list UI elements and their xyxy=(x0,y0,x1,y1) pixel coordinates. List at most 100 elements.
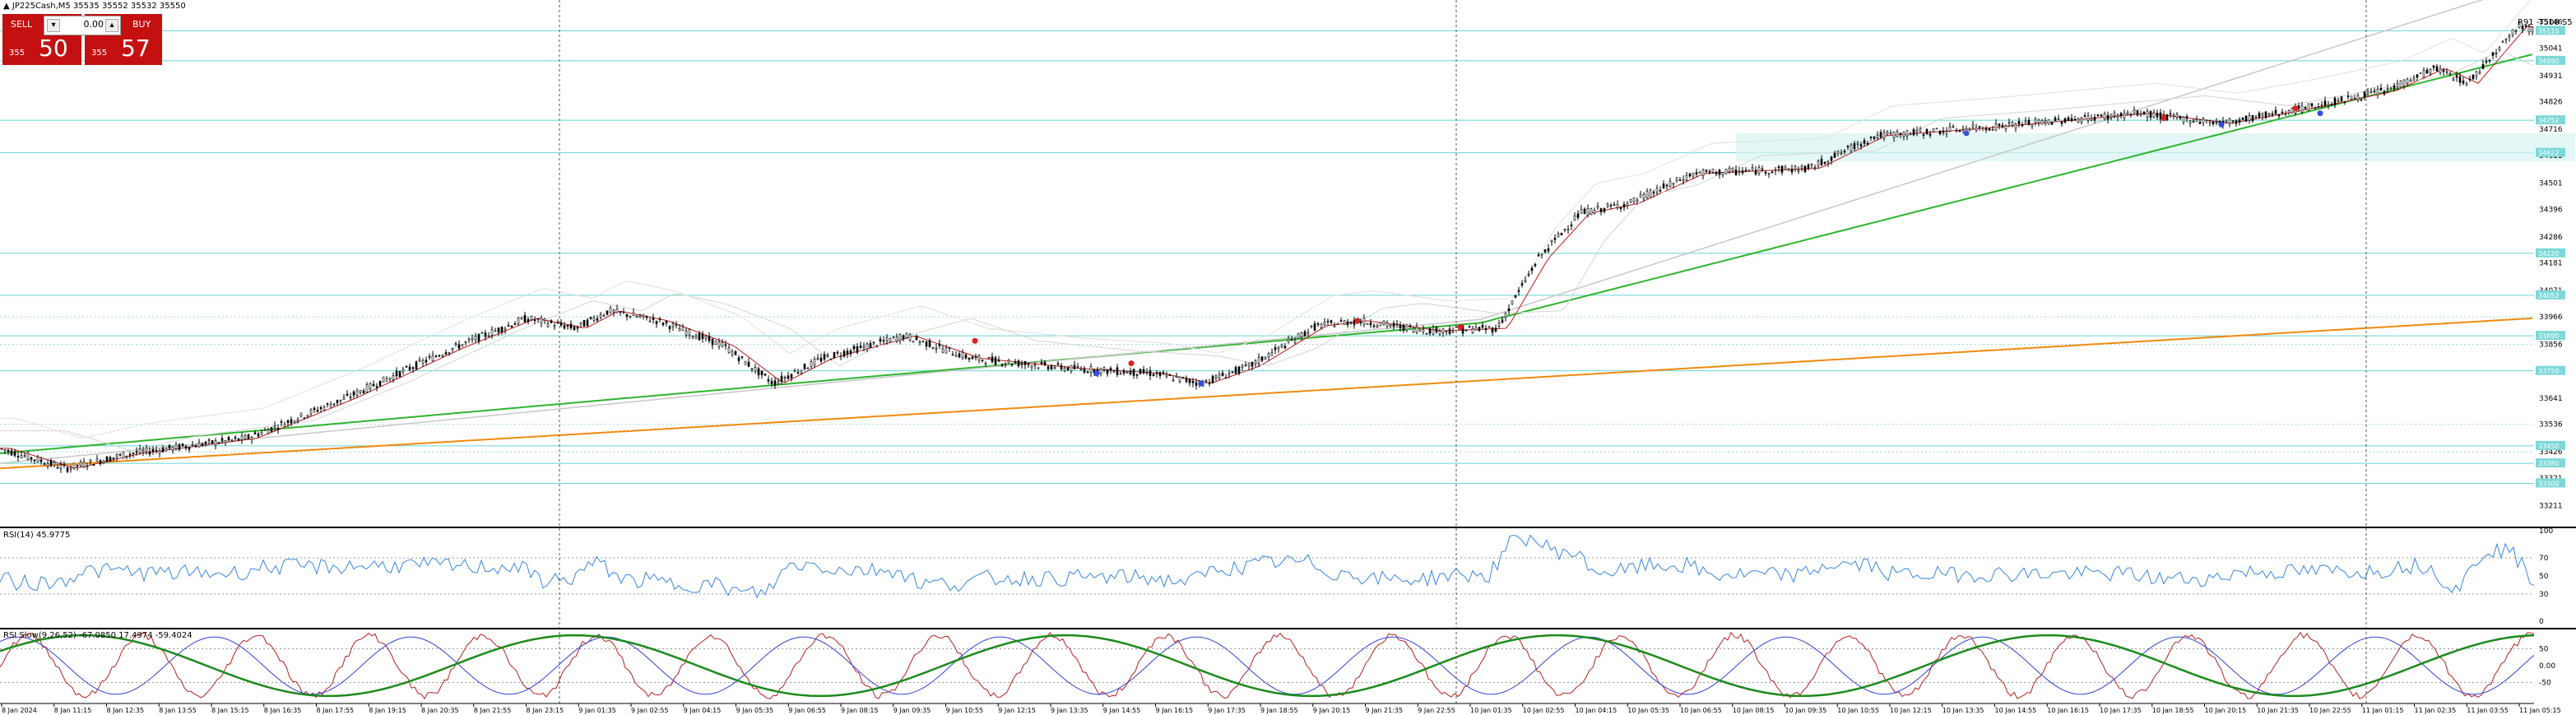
candle-body xyxy=(2409,80,2412,82)
candle-body xyxy=(731,351,734,355)
candle-body xyxy=(1181,377,1185,378)
candle-body xyxy=(2050,122,2054,125)
candle-body xyxy=(2047,119,2050,125)
candle-body xyxy=(444,352,448,355)
candle-body xyxy=(1688,174,1692,177)
candle-body xyxy=(1102,367,1106,370)
time-tick-label: 10 Jan 10:55 xyxy=(1837,707,1879,714)
candle-body xyxy=(2077,118,2080,123)
candle-body xyxy=(1185,378,1188,382)
candle-body xyxy=(915,336,918,341)
candle-body xyxy=(1757,167,1761,174)
candle-body xyxy=(1863,140,1866,144)
candle-body xyxy=(714,340,717,346)
candle-body xyxy=(1777,166,1780,169)
candle-body xyxy=(941,348,945,353)
candle-body xyxy=(1040,362,1043,364)
time-tick-label: 11 Jan 01:15 xyxy=(2362,707,2404,714)
candle-body xyxy=(1425,333,1428,335)
candle-body xyxy=(1234,367,1237,374)
candle-body xyxy=(1244,364,1247,366)
candle-body xyxy=(1675,177,1678,181)
candle-body xyxy=(1307,332,1310,335)
candle-body xyxy=(46,463,49,467)
candle-body xyxy=(645,315,648,318)
price-tick-label: 34501 xyxy=(2539,179,2563,188)
candle-body xyxy=(931,347,935,350)
stoch-panel: 50 0.00 -50 xyxy=(0,631,2555,700)
candle-body xyxy=(2133,109,2136,114)
candle-body xyxy=(1751,167,1754,169)
candle-body xyxy=(1494,327,1497,332)
candle-body xyxy=(852,346,856,350)
candle-body xyxy=(717,341,721,347)
candle-body xyxy=(1698,172,1701,174)
candle-body xyxy=(428,356,431,358)
candle-body xyxy=(2208,121,2212,123)
candle-body xyxy=(1662,183,1665,188)
candle-body xyxy=(197,442,201,448)
candle-body xyxy=(1718,169,1721,175)
highlight-zone xyxy=(1736,133,2575,161)
signal-dot xyxy=(1093,370,1100,377)
candle-body xyxy=(1912,129,1915,136)
candle-body xyxy=(2340,96,2343,102)
candle-body xyxy=(303,417,306,419)
candle-body xyxy=(2185,116,2188,119)
candle-body xyxy=(1527,273,1530,276)
panel-separator-rsi[interactable] xyxy=(0,527,2576,528)
candle-body xyxy=(1968,128,1971,131)
level-price-tag-label: 33750 xyxy=(2538,368,2559,375)
candle-body xyxy=(1866,142,1869,145)
candle-body xyxy=(33,459,36,462)
candle-body xyxy=(2458,77,2462,83)
price-tick-label: 33856 xyxy=(2539,341,2563,349)
candle-body xyxy=(925,341,928,347)
candle-body xyxy=(800,369,803,374)
candle-body xyxy=(441,355,444,357)
lot-decrease-button[interactable]: ▾ xyxy=(47,19,60,32)
candle-body xyxy=(2518,22,2521,28)
candle-body xyxy=(688,328,691,336)
candle-body xyxy=(1645,191,1649,198)
candle-body xyxy=(471,338,474,341)
candle-body xyxy=(1547,248,1550,252)
price-tick-label: 33211 xyxy=(2539,503,2563,511)
candle-body xyxy=(2267,114,2271,116)
candle-body xyxy=(1376,325,1379,327)
candle-body xyxy=(2527,26,2531,33)
candle-body xyxy=(1672,183,1675,185)
candle-body xyxy=(1392,323,1395,327)
candle-body xyxy=(53,462,56,466)
time-tick-label: 9 Jan 02:55 xyxy=(631,707,669,714)
candle-body xyxy=(559,322,563,326)
time-tick-label: 9 Jan 22:55 xyxy=(1418,707,1455,714)
price-tick-label: 33426 xyxy=(2539,448,2563,457)
candle-body xyxy=(1942,130,1945,133)
lot-size-field[interactable]: ▾ 0.00 ▴ xyxy=(44,16,121,35)
candle-body xyxy=(1333,325,1336,327)
candle-body xyxy=(885,337,889,341)
candle-body xyxy=(833,351,836,359)
candle-body xyxy=(2419,72,2422,74)
panel-separator-stoch[interactable] xyxy=(0,628,2576,629)
candle-body xyxy=(737,357,740,361)
candle-body xyxy=(2083,115,2086,117)
candle-body xyxy=(332,403,336,406)
candle-body xyxy=(1649,190,1652,197)
candle-body xyxy=(1537,254,1540,257)
time-tick-label: 10 Jan 08:15 xyxy=(1733,707,1775,714)
time-tick-label: 11 Jan 02:35 xyxy=(2415,707,2457,714)
candle-body xyxy=(1748,169,1751,172)
lot-increase-button[interactable]: ▴ xyxy=(105,19,118,32)
candle-body xyxy=(1060,364,1063,369)
candle-body xyxy=(323,406,326,411)
candle-body xyxy=(1267,353,1270,357)
rsi-tick-label: 30 xyxy=(2539,591,2549,599)
stoch-tick-label: -50 xyxy=(2539,680,2551,688)
candle-body xyxy=(405,365,408,368)
candle-body xyxy=(1886,131,1889,134)
candle-body xyxy=(2152,112,2156,118)
